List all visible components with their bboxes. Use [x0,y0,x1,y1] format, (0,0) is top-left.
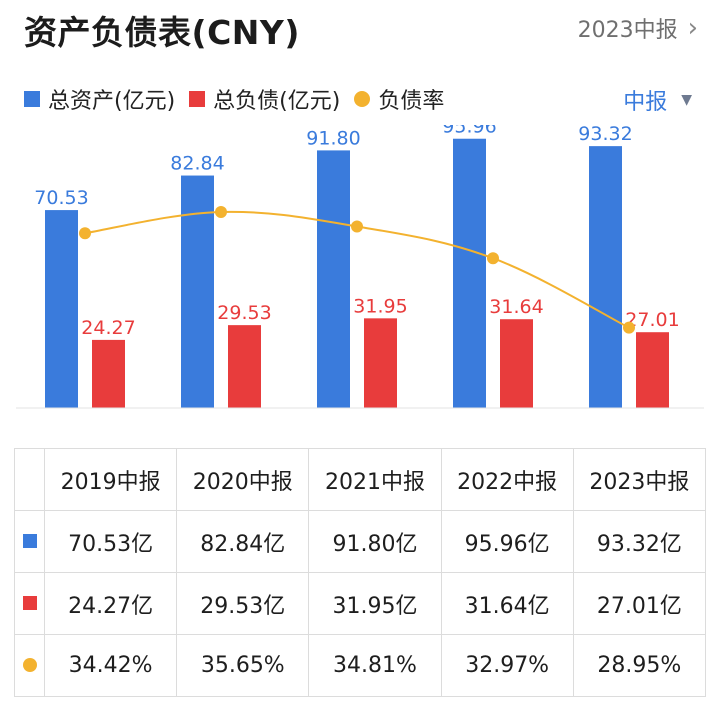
liabilities-data-label: 29.53 [217,302,271,324]
table-cell: 34.42% [43,634,178,697]
legend-item-liabilities[interactable]: 总负债(亿元) [189,83,340,115]
ratio-point [351,220,363,233]
liabilities-marker-icon [22,596,37,610]
table-cell: 95.96亿 [440,510,574,573]
assets-data-label: 91.80 [306,127,360,149]
table-row-assets: 70.53亿 82.84亿 91.80亿 95.96亿 93.32亿 [14,510,707,573]
ratio-point [487,252,499,265]
liabilities-bar [636,332,669,408]
table-cell: 32.97% [440,634,574,697]
table-header-cell: 2022中报 [440,448,574,511]
ratio-point [79,227,91,240]
liabilities-bar [92,339,125,408]
assets-bar [317,150,350,409]
assets-data-label: 82.84 [170,153,224,175]
assets-bar [589,146,622,408]
legend-item-ratio[interactable]: 负债率 [354,83,444,115]
assets-bar [181,175,214,408]
ratio-marker-icon [22,658,37,672]
legend-swatch-ratio [354,91,371,107]
legend-item-assets[interactable]: 总资产(亿元) [24,83,175,115]
liabilities-data-label: 31.95 [353,295,407,317]
table-header-row: 2019中报 2020中报 2021中报 2022中报 2023中报 [14,448,707,511]
table-cell: 27.01亿 [572,572,707,635]
table-header-cell: 2023中报 [572,448,707,511]
row-marker [14,634,45,697]
liabilities-data-label: 24.27 [81,317,135,339]
liabilities-data-label: 31.64 [489,296,543,318]
assets-data-label: 93.32 [578,125,632,145]
period-select[interactable]: 中报 ▼ [623,84,692,116]
table-row-liabilities: 24.27亿 29.53亿 31.95亿 31.64亿 27.01亿 [14,572,707,635]
ratio-point [215,205,227,218]
row-marker [14,510,45,573]
liabilities-bar [228,325,261,408]
table-cell: 34.81% [308,634,442,697]
legend-label-assets: 总资产(亿元) [48,89,176,114]
table-cell: 93.32亿 [572,510,707,573]
table-cell: 35.65% [176,634,310,697]
row-marker [14,572,45,635]
legend-swatch-liabilities [189,91,206,107]
table-header-cell: 2021中报 [308,448,442,511]
assets-bar [45,210,78,408]
table-header-marker [14,448,45,511]
ratio-point [623,321,635,334]
table-cell: 29.53亿 [176,572,310,635]
table-cell: 31.95亿 [308,572,442,635]
table-cell: 91.80亿 [308,510,442,573]
table-cell: 31.64亿 [440,572,574,635]
table-cell: 82.84亿 [176,510,310,573]
data-table: 2019中报 2020中报 2021中报 2022中报 2023中报 70.53… [14,448,707,697]
liabilities-bar [364,318,397,408]
legend: 总资产(亿元) 总负债(亿元) 负债率 [24,82,704,116]
chart: 70.53 24.27 82.84 29.53 91.80 31.95 95.96 31.64… [16,125,704,409]
table-cell: 24.27亿 [43,572,178,635]
assets-marker-icon [22,534,37,548]
liabilities-bar [500,319,533,408]
period-select-label: 中报 [623,90,668,115]
period-link-label: 2023中报 [577,18,678,43]
legend-label-ratio: 负债率 [378,89,445,114]
assets-data-label: 70.53 [34,187,88,209]
legend-swatch-assets [24,91,40,107]
table-row-ratio: 34.42% 35.65% 34.81% 32.97% 28.95% [14,634,707,697]
period-link[interactable]: 2023中报 › [578,12,698,44]
table-header-cell: 2019中报 [43,448,178,511]
liabilities-data-label: 27.01 [625,309,679,331]
assets-bar [453,138,486,408]
table-header-cell: 2020中报 [176,448,310,511]
page-title: 资产负债表(CNY) [24,13,300,52]
table-cell: 70.53亿 [43,510,178,573]
caret-down-icon: ▼ [681,92,692,108]
chevron-right-icon: › [687,13,698,43]
legend-label-liabilities: 总负债(亿元) [213,89,341,114]
table-cell: 28.95% [572,634,707,697]
assets-data-label: 95.96 [442,125,496,138]
header: 资产负债表(CNY) 2023中报 › [0,0,720,62]
